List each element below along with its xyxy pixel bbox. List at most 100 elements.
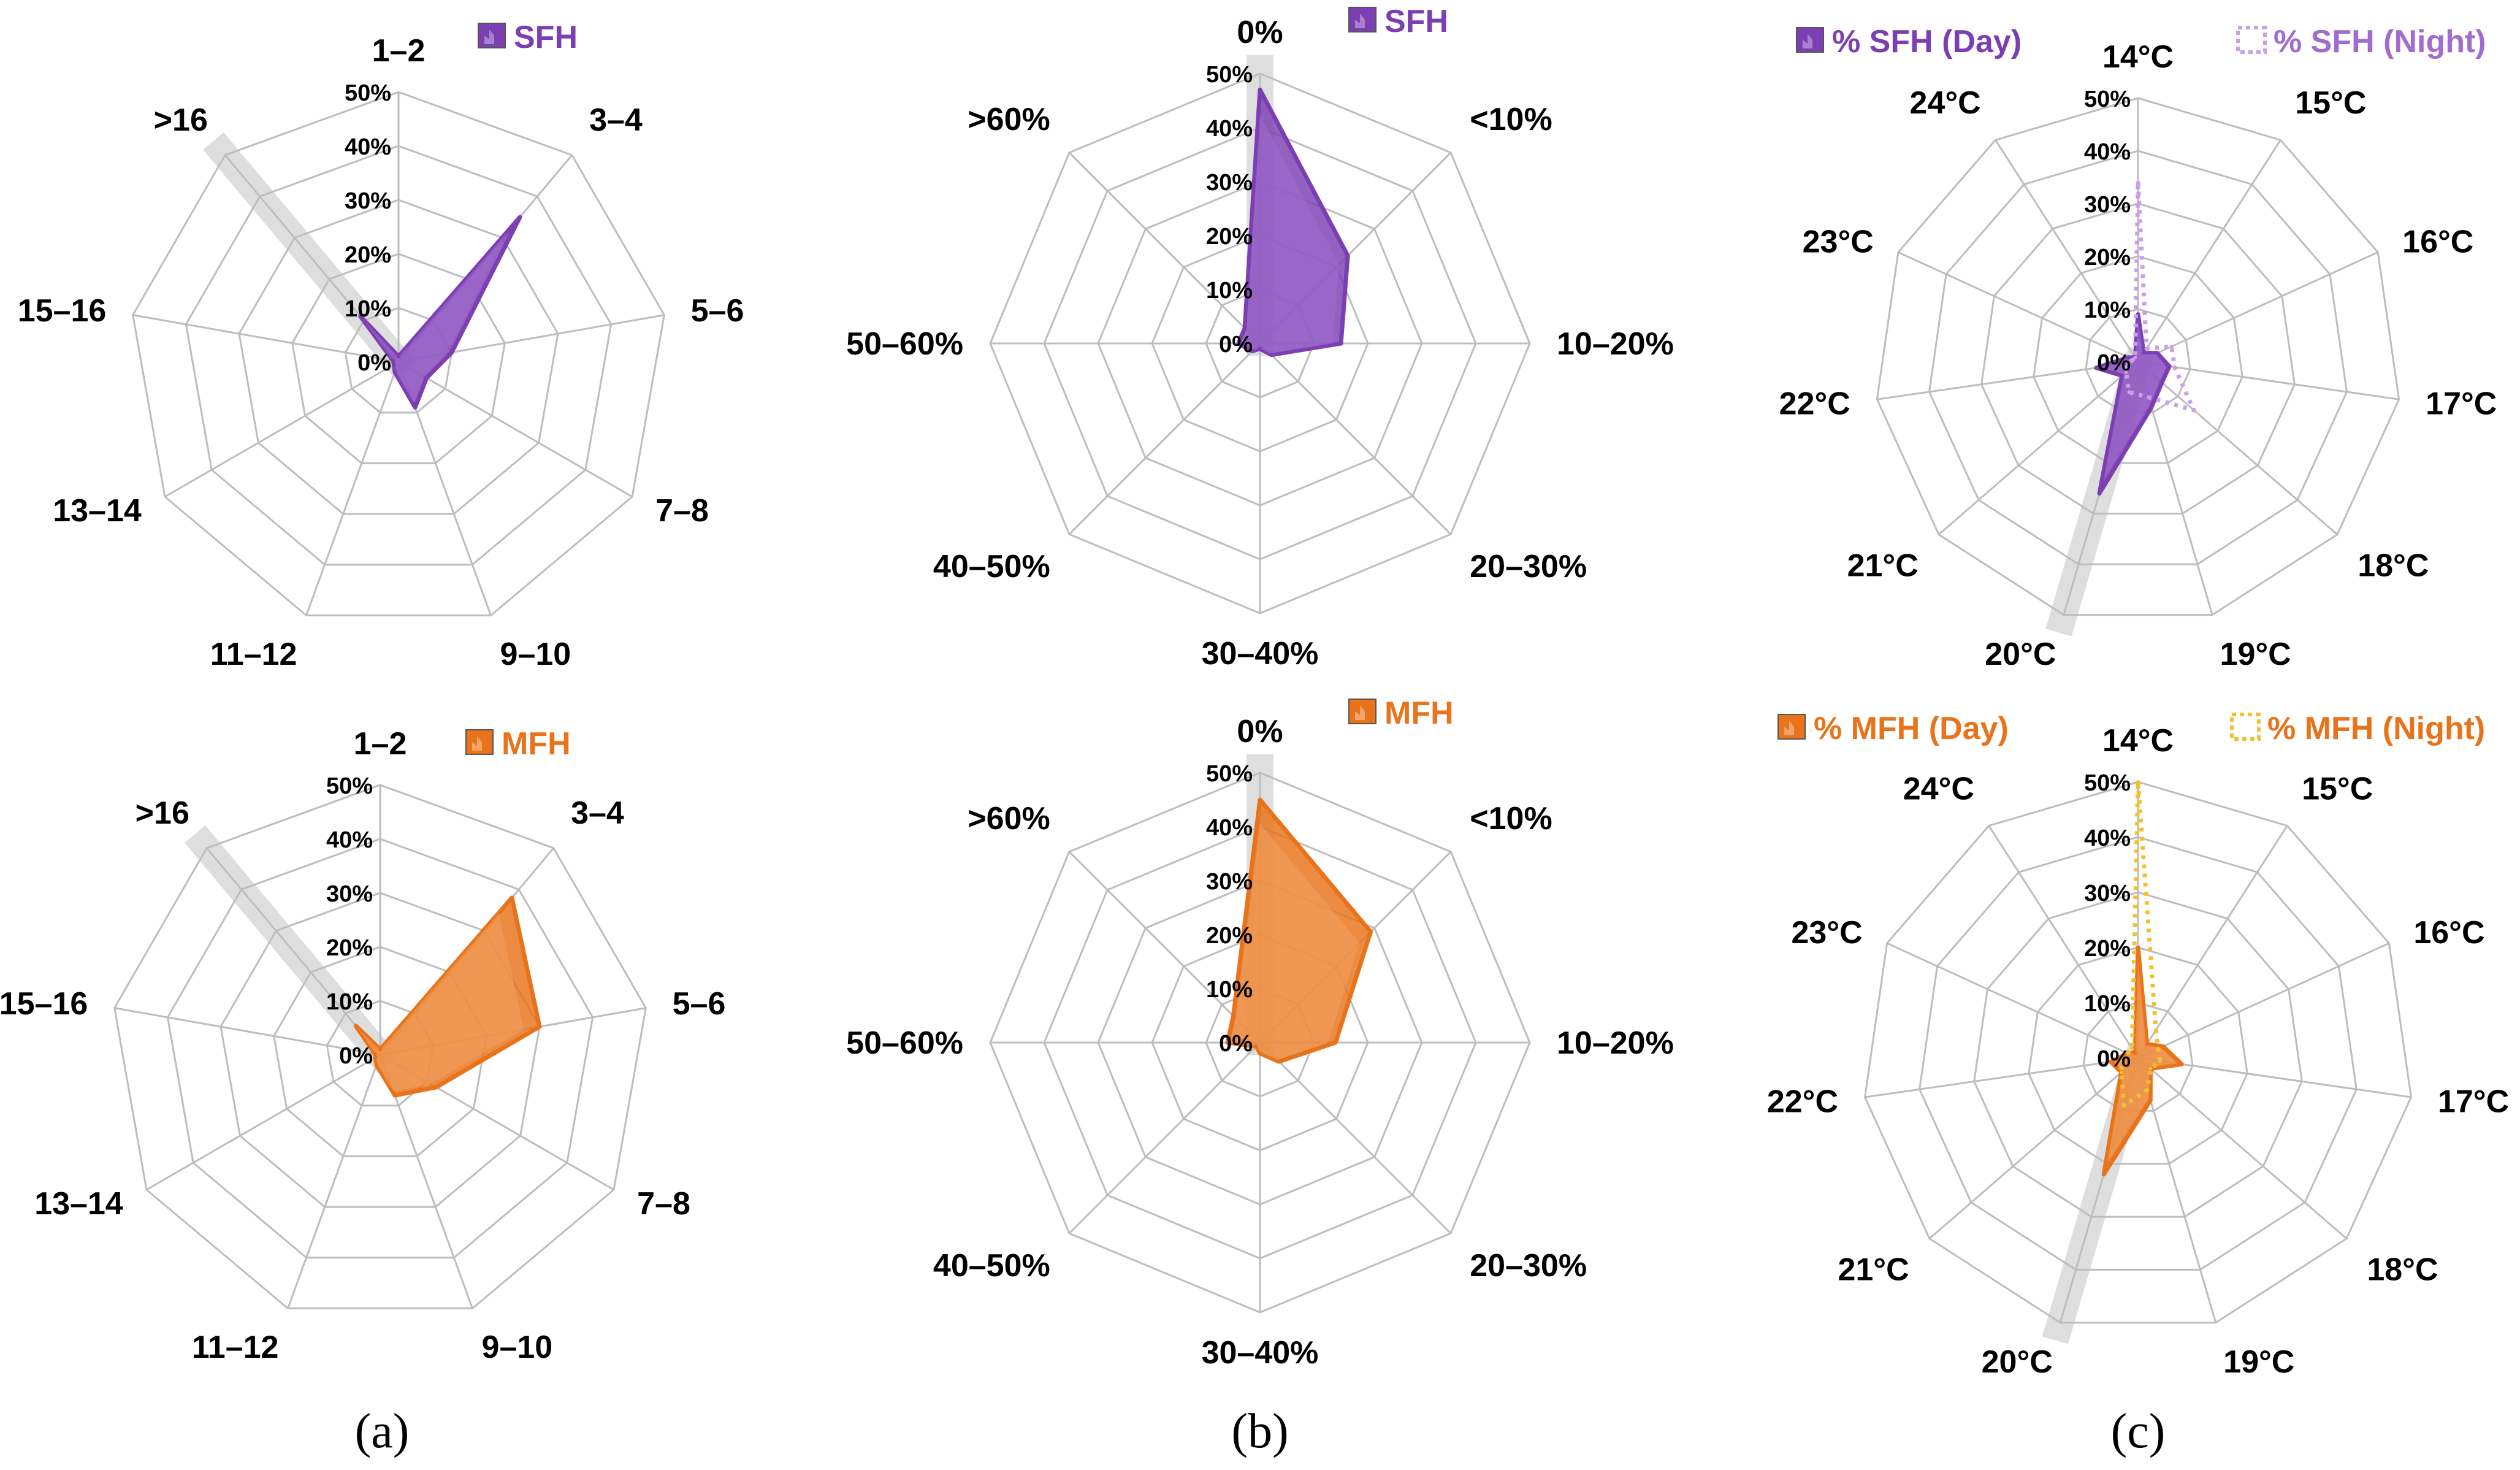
grid-ring xyxy=(113,784,647,1309)
data-point-mfh-night-6 xyxy=(2122,1103,2126,1108)
category-label-10: <10% xyxy=(1470,102,1552,137)
category-label-13-14: 13–14 xyxy=(34,1186,123,1222)
category-label-0: 0% xyxy=(1237,714,1283,749)
series-sfh-bevel xyxy=(1240,115,1339,354)
series-sfh-night xyxy=(2124,180,2196,413)
legend-label: MFH xyxy=(1384,695,1454,731)
category-label-1-2: 1–2 xyxy=(372,33,426,69)
radial-tick-label: 50% xyxy=(1206,62,1253,88)
series-mfh-day-bevel xyxy=(2107,959,2178,1163)
grid-spoke xyxy=(1865,1057,2139,1098)
series-mfh-bevel xyxy=(358,913,524,1092)
radial-tick-label: 30% xyxy=(2084,192,2131,218)
data-point-sfh-day-4 xyxy=(2159,380,2164,385)
grid-spoke xyxy=(305,361,400,616)
panel-label-c: (c) xyxy=(2111,1404,2166,1458)
data-point-sfh-7 xyxy=(1243,326,1247,331)
legend-label: % SFH (Night) xyxy=(2274,24,2486,59)
data-point-sfh-6 xyxy=(392,362,396,367)
legend-mfh: MFH xyxy=(465,726,571,762)
grid-spoke xyxy=(2137,139,2281,362)
data-point-sfh-4 xyxy=(1258,346,1262,351)
grid-spoke xyxy=(2137,361,2338,535)
category-label-20-c: 20°C xyxy=(1985,637,2056,672)
data-point-sfh-7 xyxy=(391,359,395,363)
data-point-sfh-night-5 xyxy=(2146,395,2150,399)
grid-spoke xyxy=(398,361,633,498)
category-label-21-c: 21°C xyxy=(1847,548,1919,583)
category-label-5-6: 5–6 xyxy=(673,986,726,1022)
radial-tick-label: 50% xyxy=(345,80,391,106)
category-label-16-c: 16°C xyxy=(2402,224,2473,259)
data-point-mfh-0 xyxy=(378,1047,382,1052)
legend-swatch-icon xyxy=(465,729,494,755)
radial-tick-label: 10% xyxy=(2084,297,2131,323)
data-point-sfh-night-4 xyxy=(2191,408,2196,412)
category-label-22-c: 22°C xyxy=(1767,1084,1838,1120)
radar-chart-a-mfh: 0% 10% 20% 30% 40% 50% 1–2 3–4 5–6 7–8 9–10 11–12 13… xyxy=(0,726,725,1365)
category-label-17-c: 17°C xyxy=(2438,1084,2509,1120)
grid-spoke xyxy=(287,1054,381,1309)
category-label-17-c: 17°C xyxy=(2426,386,2497,422)
grid-spoke xyxy=(1068,1041,1261,1235)
category-label-10: <10% xyxy=(1470,801,1552,836)
data-point-sfh-day-1 xyxy=(2142,351,2146,355)
category-label-0: 0% xyxy=(1237,15,1283,50)
data-point-mfh-6 xyxy=(373,1055,378,1060)
data-point-mfh-6 xyxy=(1226,1041,1230,1044)
radar-chart-c-sfh: 0% 10% 20% 30% 40% 50% 14°C 15°C 16°C 17°C 18°C 19°… xyxy=(1779,24,2497,672)
data-point-sfh-1 xyxy=(517,215,522,220)
data-point-mfh-day-10 xyxy=(2133,1051,2137,1055)
legend-mfh-night: % MFH (Night) xyxy=(2230,711,2485,746)
data-point-mfh-0 xyxy=(1258,798,1262,802)
data-point-sfh-6 xyxy=(1236,342,1240,345)
category-label-19-c: 19°C xyxy=(2220,637,2291,672)
category-label-50-60: 50–60% xyxy=(846,1025,963,1061)
category-label-20-c: 20°C xyxy=(1982,1344,2053,1380)
legend-swatch-icon xyxy=(1796,27,1824,53)
category-label-7-8: 7–8 xyxy=(637,1186,690,1222)
data-point-mfh-1 xyxy=(510,895,514,900)
grid-spoke xyxy=(2137,1057,2348,1239)
legend-label: MFH xyxy=(502,726,571,762)
grid-spoke xyxy=(2137,251,2378,363)
radar-chart-a-sfh: 0% 10% 20% 30% 40% 50% 1–2 3–4 5–6 7–8 9–10 11–12 13… xyxy=(18,20,744,672)
category-label-24-c: 24°C xyxy=(1903,771,1974,806)
panel-label-b: (b) xyxy=(1231,1404,1288,1458)
category-label-18-c: 18°C xyxy=(2358,548,2429,583)
data-point-sfh-2 xyxy=(1339,342,1343,345)
legend-label: % MFH (Day) xyxy=(1814,711,2009,746)
category-label-11-12: 11–12 xyxy=(210,637,297,672)
grid-ring xyxy=(1973,891,2303,1218)
legend-swatch-icon xyxy=(478,23,506,48)
radial-tick-label: 0% xyxy=(2097,350,2131,376)
series-sfh-bevel xyxy=(364,231,508,403)
radial-tick-label: 30% xyxy=(345,188,391,214)
grid-ring xyxy=(132,91,665,616)
grid-spoke xyxy=(1988,825,2139,1058)
grid-ring xyxy=(1919,836,2358,1271)
data-point-mfh-4 xyxy=(1258,1051,1262,1055)
radial-tick-label: 10% xyxy=(1206,278,1253,304)
data-point-sfh-night-2 xyxy=(2169,344,2174,348)
radial-tick-label: 0% xyxy=(1219,332,1253,358)
legend-swatch-icon xyxy=(1348,699,1376,724)
category-label-30-40: 30–40% xyxy=(1202,636,1319,672)
data-point-sfh-5 xyxy=(1250,349,1254,353)
radial-tick-label: 10% xyxy=(2084,991,2131,1017)
category-label-40-50: 40–50% xyxy=(933,549,1050,584)
category-label-16: >16 xyxy=(136,795,189,831)
data-point-mfh-8 xyxy=(354,1024,358,1028)
radar-chart-b-mfh: 0% 10% 20% 30% 40% 50% 0% <10% 10–20% 20–30% 30–40… xyxy=(846,695,1674,1371)
radial-tick-label: 0% xyxy=(1219,1031,1253,1057)
category-label-23-c: 23°C xyxy=(1803,224,1874,259)
category-label-10-20: 10–20% xyxy=(1557,1025,1674,1061)
radial-tick-label: 10% xyxy=(345,296,391,322)
grid-spoke xyxy=(1887,942,2139,1059)
radial-tick-label: 0% xyxy=(2097,1046,2131,1072)
category-label-16: >16 xyxy=(154,102,208,138)
data-point-mfh-4 xyxy=(393,1093,397,1098)
category-label-21-c: 21°C xyxy=(1838,1252,1909,1288)
data-point-sfh-8 xyxy=(358,314,362,318)
category-label-10-20: 10–20% xyxy=(1557,326,1674,362)
